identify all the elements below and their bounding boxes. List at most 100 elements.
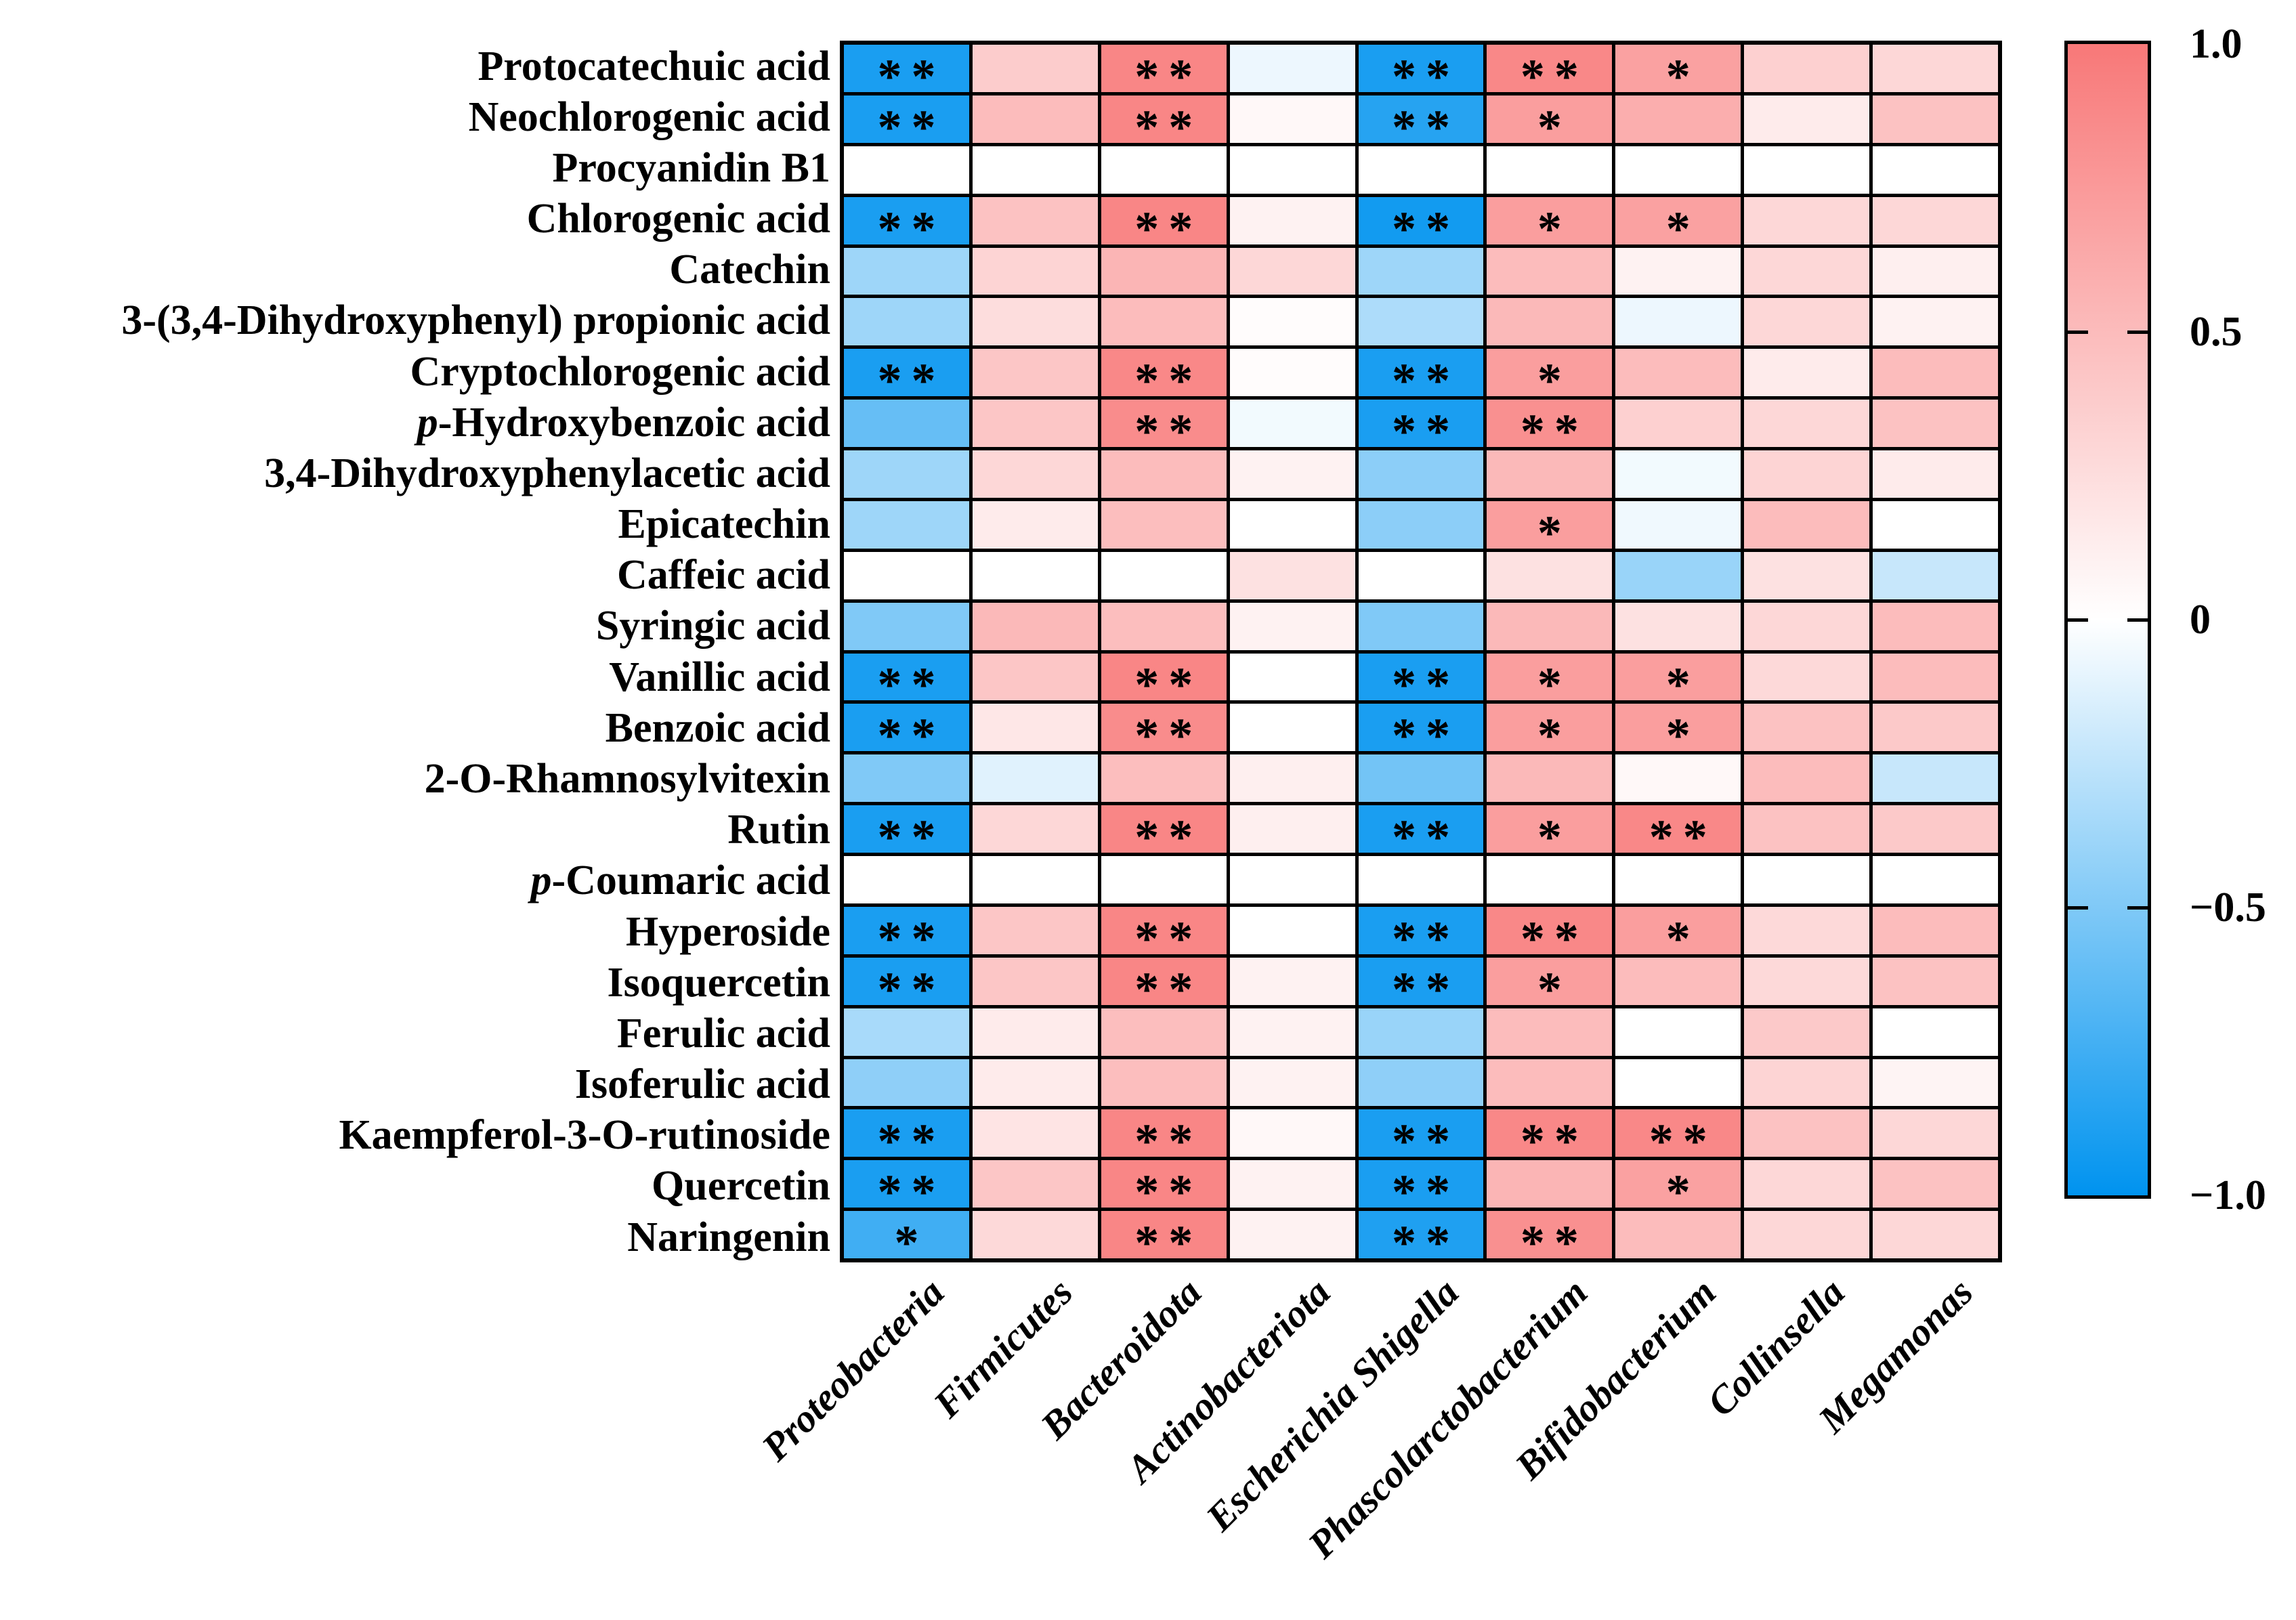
significance-asterisks: *: [1537, 354, 1571, 408]
heatmap-cell: [844, 856, 969, 903]
heatmap-cell: **: [844, 349, 969, 405]
heatmap-cell: [1744, 551, 1870, 599]
heatmap-cell: **: [844, 45, 969, 101]
heatmap-cell: *: [1615, 196, 1741, 253]
heatmap-cell: **: [844, 805, 969, 861]
heatmap-cell: [1358, 146, 1484, 194]
heatmap-grid: ** ** ** ** * ** ** ** * ** ** ** * * ** ** ** * ** ** ** * **…: [840, 41, 2002, 1267]
heatmap-cell: [844, 247, 969, 295]
heatmap-cell: **: [844, 653, 969, 710]
heatmap-cell: [1744, 1008, 1870, 1056]
heatmap-cell: [1873, 1160, 1998, 1208]
heatmap-cell: [1487, 450, 1613, 498]
column-label: Proteobacteria: [753, 1270, 953, 1470]
heatmap-cell: [1744, 906, 1870, 954]
heatmap-cell: [1744, 500, 1870, 549]
significance-asterisks: **: [1134, 1165, 1203, 1220]
significance-asterisks: **: [1391, 201, 1460, 256]
heatmap-cell: **: [844, 1160, 969, 1216]
heatmap-cell: **: [844, 95, 969, 152]
significance-asterisks: **: [1391, 354, 1460, 408]
heatmap-cell: [1358, 551, 1484, 599]
heatmap-cell: **: [1101, 653, 1227, 710]
heatmap-cell: [1744, 754, 1870, 803]
heatmap-cell: [1615, 551, 1741, 599]
heatmap-cell: **: [844, 1109, 969, 1166]
heatmap-cell: [972, 450, 1098, 498]
heatmap-cell: *: [1487, 349, 1613, 405]
heatmap-cell: [1229, 1109, 1355, 1157]
heatmap-cell: **: [1358, 1160, 1484, 1216]
heatmap-cell: [1229, 349, 1355, 397]
heatmap-cell: **: [1101, 95, 1227, 152]
heatmap-cell: [1615, 856, 1741, 903]
significance-asterisks: *: [1665, 49, 1700, 104]
heatmap-cell: [1744, 856, 1870, 903]
significance-asterisks: **: [1134, 49, 1203, 104]
significance-asterisks: *: [1537, 658, 1571, 712]
significance-asterisks: **: [1391, 49, 1460, 104]
significance-asterisks: **: [1391, 962, 1460, 1017]
heatmap-cell: [1229, 1160, 1355, 1208]
row-label: Caffeic acid: [616, 552, 830, 599]
heatmap-cell: [1873, 602, 1998, 650]
significance-asterisks: **: [1134, 658, 1203, 712]
heatmap-cell: [972, 957, 1098, 1005]
heatmap-cell: [972, 1109, 1098, 1157]
heatmap-cell: **: [1101, 906, 1227, 963]
heatmap-cell: [1873, 95, 1998, 143]
heatmap-cell: [844, 1008, 969, 1056]
colorbar-tick-label: −1.0: [2190, 1172, 2266, 1218]
row-label: Isoferulic acid: [574, 1061, 830, 1108]
significance-asterisks: **: [877, 1165, 945, 1220]
heatmap-cell: [1873, 1059, 1998, 1107]
heatmap-cell: [1615, 400, 1741, 447]
heatmap-cell: [1101, 247, 1227, 295]
heatmap-cell: [844, 400, 969, 447]
heatmap-cell: [1873, 196, 1998, 244]
significance-asterisks: *: [1665, 201, 1700, 256]
heatmap-cell: [1873, 957, 1998, 1005]
heatmap-cell: [972, 602, 1098, 650]
heatmap-cell: [972, 1059, 1098, 1107]
row-label: p -Coumaric acid: [530, 857, 830, 904]
heatmap-cell: [1873, 754, 1998, 803]
heatmap-cell: [1358, 247, 1484, 295]
significance-asterisks: **: [1649, 810, 1717, 865]
significance-asterisks: *: [1665, 1165, 1700, 1220]
heatmap-cell: [1229, 1059, 1355, 1107]
heatmap-cell: **: [1358, 349, 1484, 405]
heatmap-cell: [972, 1008, 1098, 1056]
significance-asterisks: **: [1134, 810, 1203, 865]
heatmap-cell: **: [1101, 1160, 1227, 1216]
heatmap-cell: [1615, 602, 1741, 650]
heatmap-cell: **: [1358, 1109, 1484, 1166]
heatmap-cell: [1229, 450, 1355, 498]
heatmap-cell: **: [844, 957, 969, 1014]
significance-asterisks: *: [1537, 506, 1571, 561]
heatmap-cell: [1873, 1109, 1998, 1157]
heatmap-cell: *: [1487, 653, 1613, 710]
heatmap-cell: [1229, 146, 1355, 194]
colorbar-tick: [2127, 618, 2148, 622]
significance-asterisks: **: [877, 708, 945, 763]
heatmap-cell: **: [1358, 957, 1484, 1014]
heatmap-cell: [972, 856, 1098, 903]
significance-asterisks: **: [1134, 404, 1203, 459]
heatmap-cell: [1873, 1211, 1998, 1258]
significance-asterisks: **: [1520, 404, 1588, 459]
heatmap-cell: [1229, 45, 1355, 92]
significance-asterisks: **: [877, 962, 945, 1017]
heatmap-cell: [1744, 1059, 1870, 1107]
heatmap-cell: [1615, 298, 1741, 346]
significance-asterisks: *: [1537, 962, 1571, 1017]
heatmap-cell: [1101, 450, 1227, 498]
significance-asterisks: **: [1134, 1114, 1203, 1169]
significance-asterisks: *: [1537, 810, 1571, 865]
heatmap-cell: [1101, 1008, 1227, 1056]
heatmap-cell: [1487, 551, 1613, 599]
heatmap-cell: [1744, 602, 1870, 650]
heatmap-cell: [1101, 1059, 1227, 1107]
heatmap-cell: [1487, 754, 1613, 803]
